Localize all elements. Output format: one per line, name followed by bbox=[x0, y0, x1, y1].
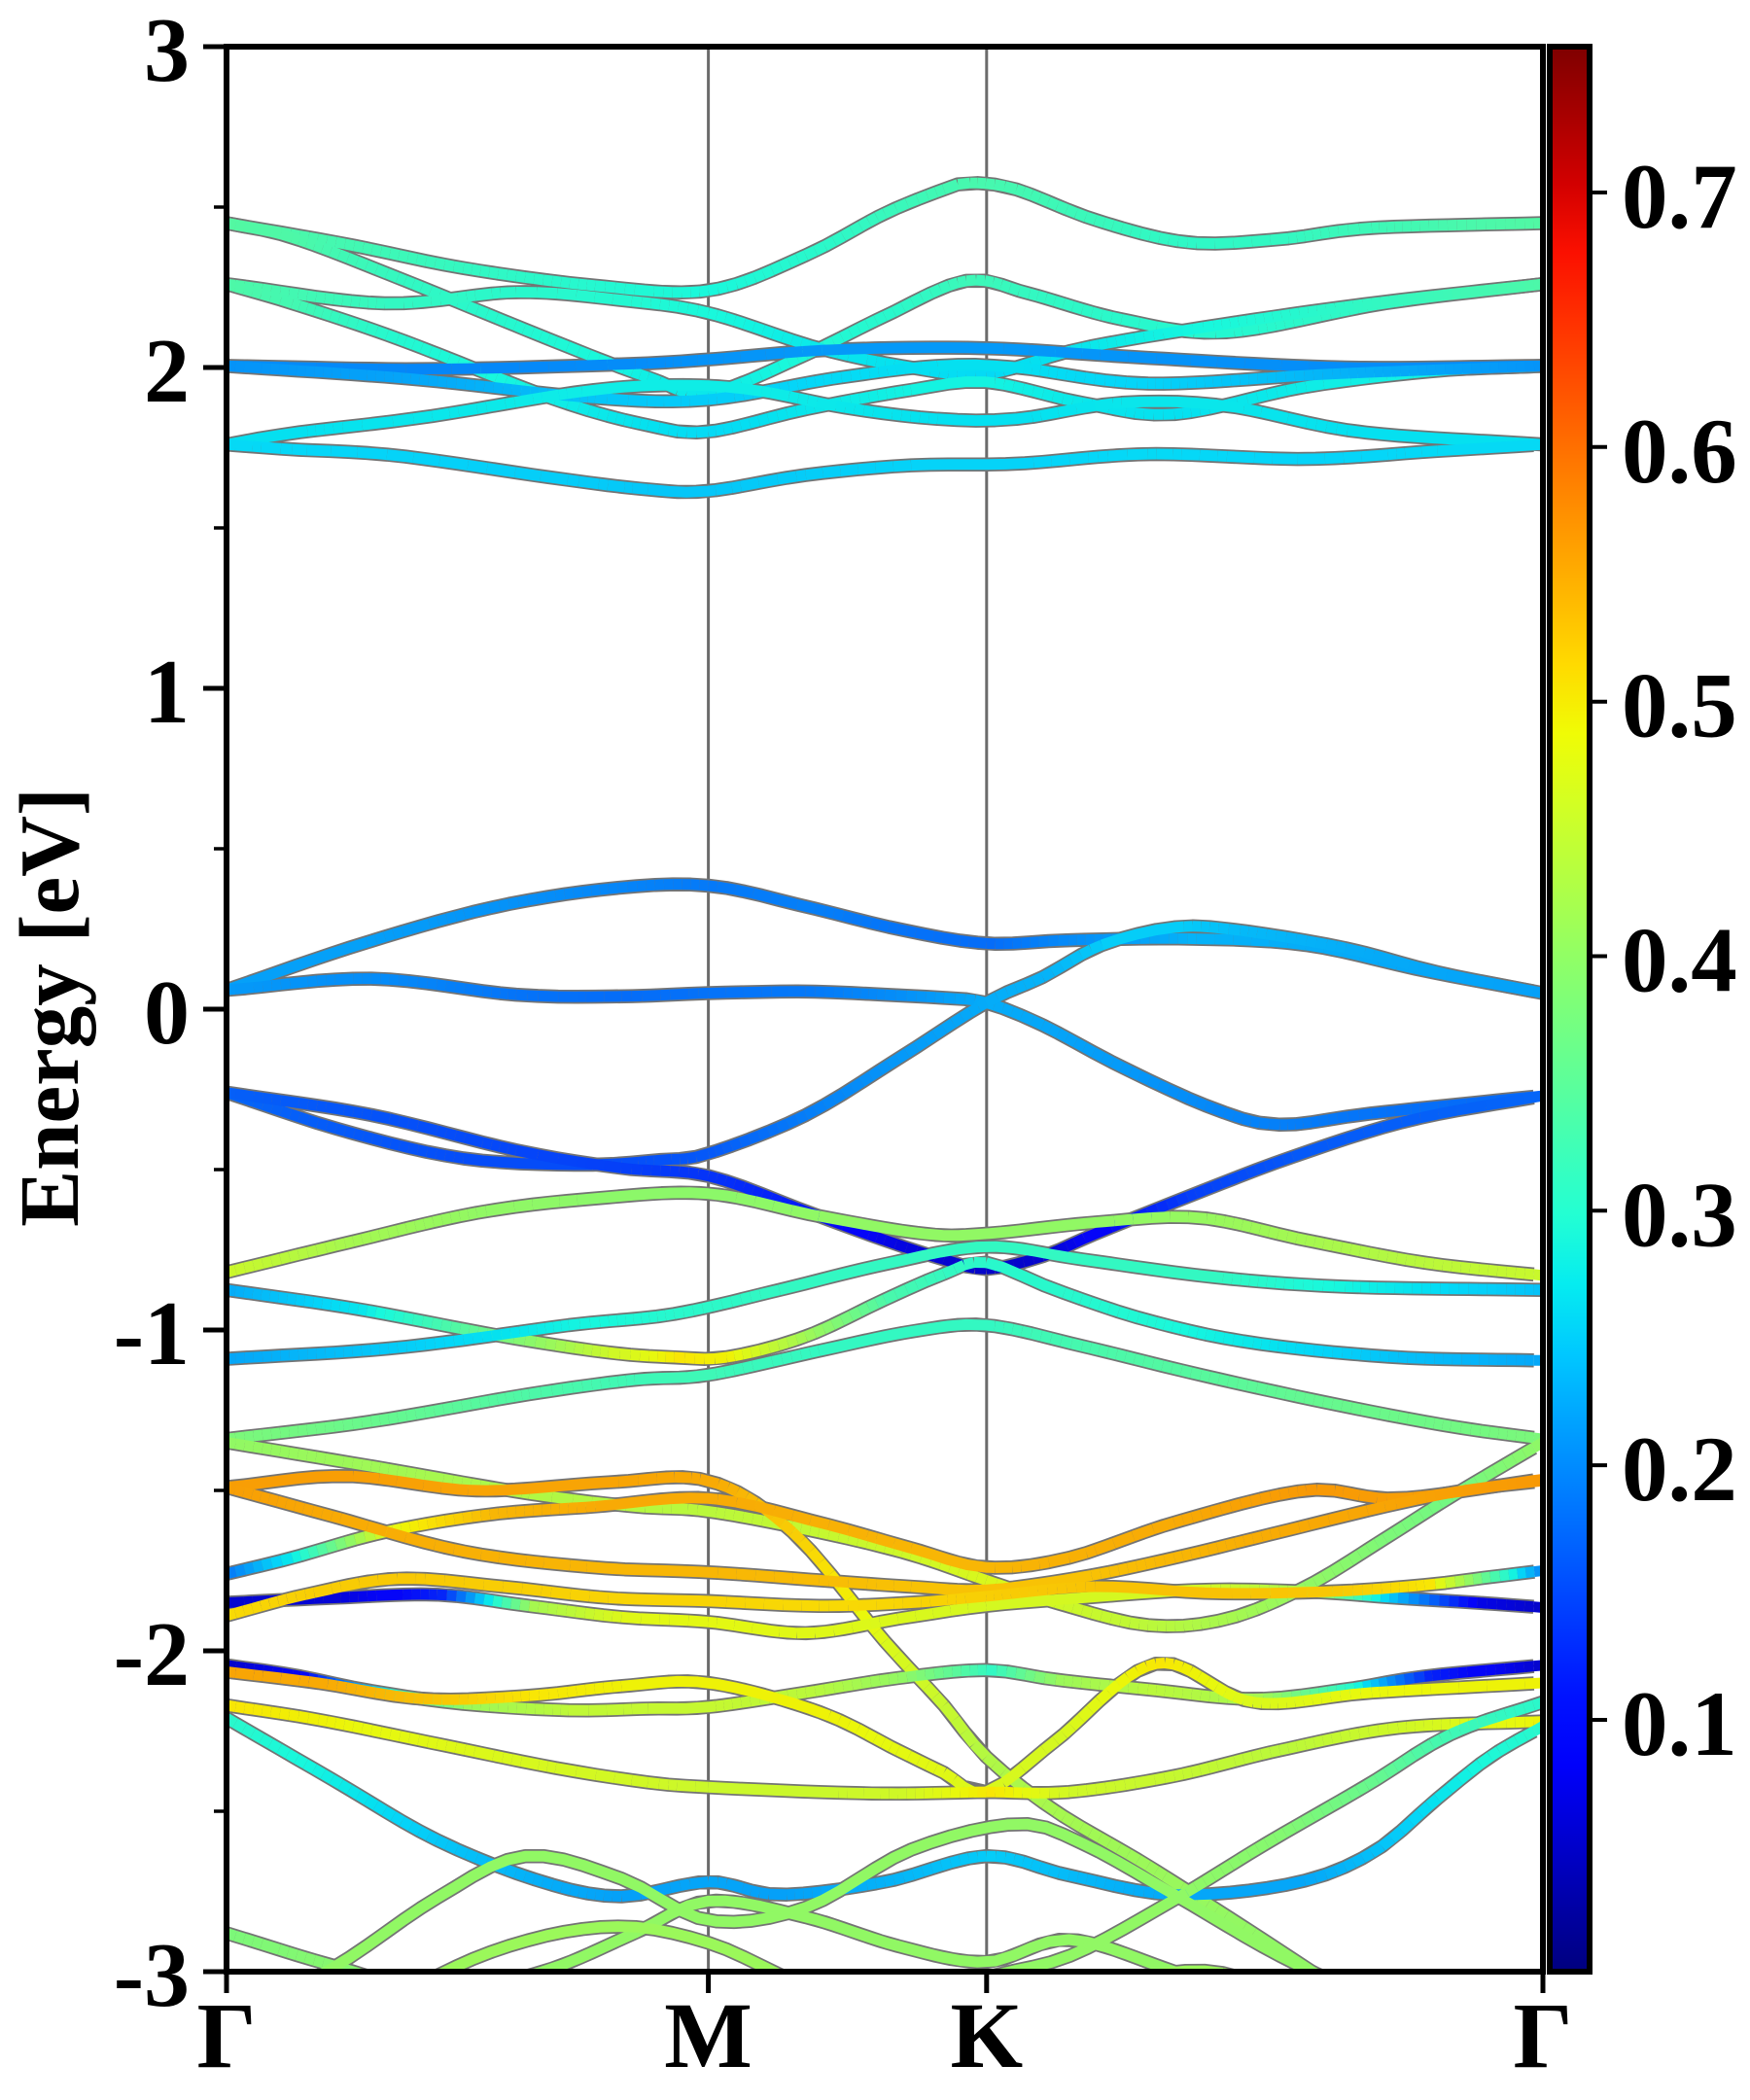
svg-text:0.4: 0.4 bbox=[1622, 909, 1737, 1012]
svg-text:-3: -3 bbox=[114, 1925, 190, 2026]
svg-text:Γ: Γ bbox=[196, 1983, 256, 2087]
svg-text:-1: -1 bbox=[114, 1283, 190, 1384]
svg-text:K: K bbox=[950, 1983, 1023, 2087]
svg-text:0.1: 0.1 bbox=[1622, 1672, 1737, 1775]
svg-text:-2: -2 bbox=[114, 1604, 190, 1705]
svg-text:M: M bbox=[664, 1983, 752, 2087]
svg-text:0.5: 0.5 bbox=[1622, 654, 1737, 757]
svg-text:0.7: 0.7 bbox=[1622, 145, 1737, 248]
svg-text:Γ: Γ bbox=[1513, 1983, 1572, 2087]
svg-text:0.6: 0.6 bbox=[1622, 400, 1737, 503]
svg-text:0.3: 0.3 bbox=[1622, 1163, 1737, 1266]
svg-text:2: 2 bbox=[144, 321, 190, 422]
svg-text:3: 3 bbox=[144, 0, 190, 101]
svg-text:0.2: 0.2 bbox=[1622, 1418, 1737, 1521]
svg-text:1: 1 bbox=[144, 642, 190, 743]
svg-text:0: 0 bbox=[144, 962, 190, 1064]
svg-text:Energy [eV]: Energy [eV] bbox=[2, 788, 96, 1227]
